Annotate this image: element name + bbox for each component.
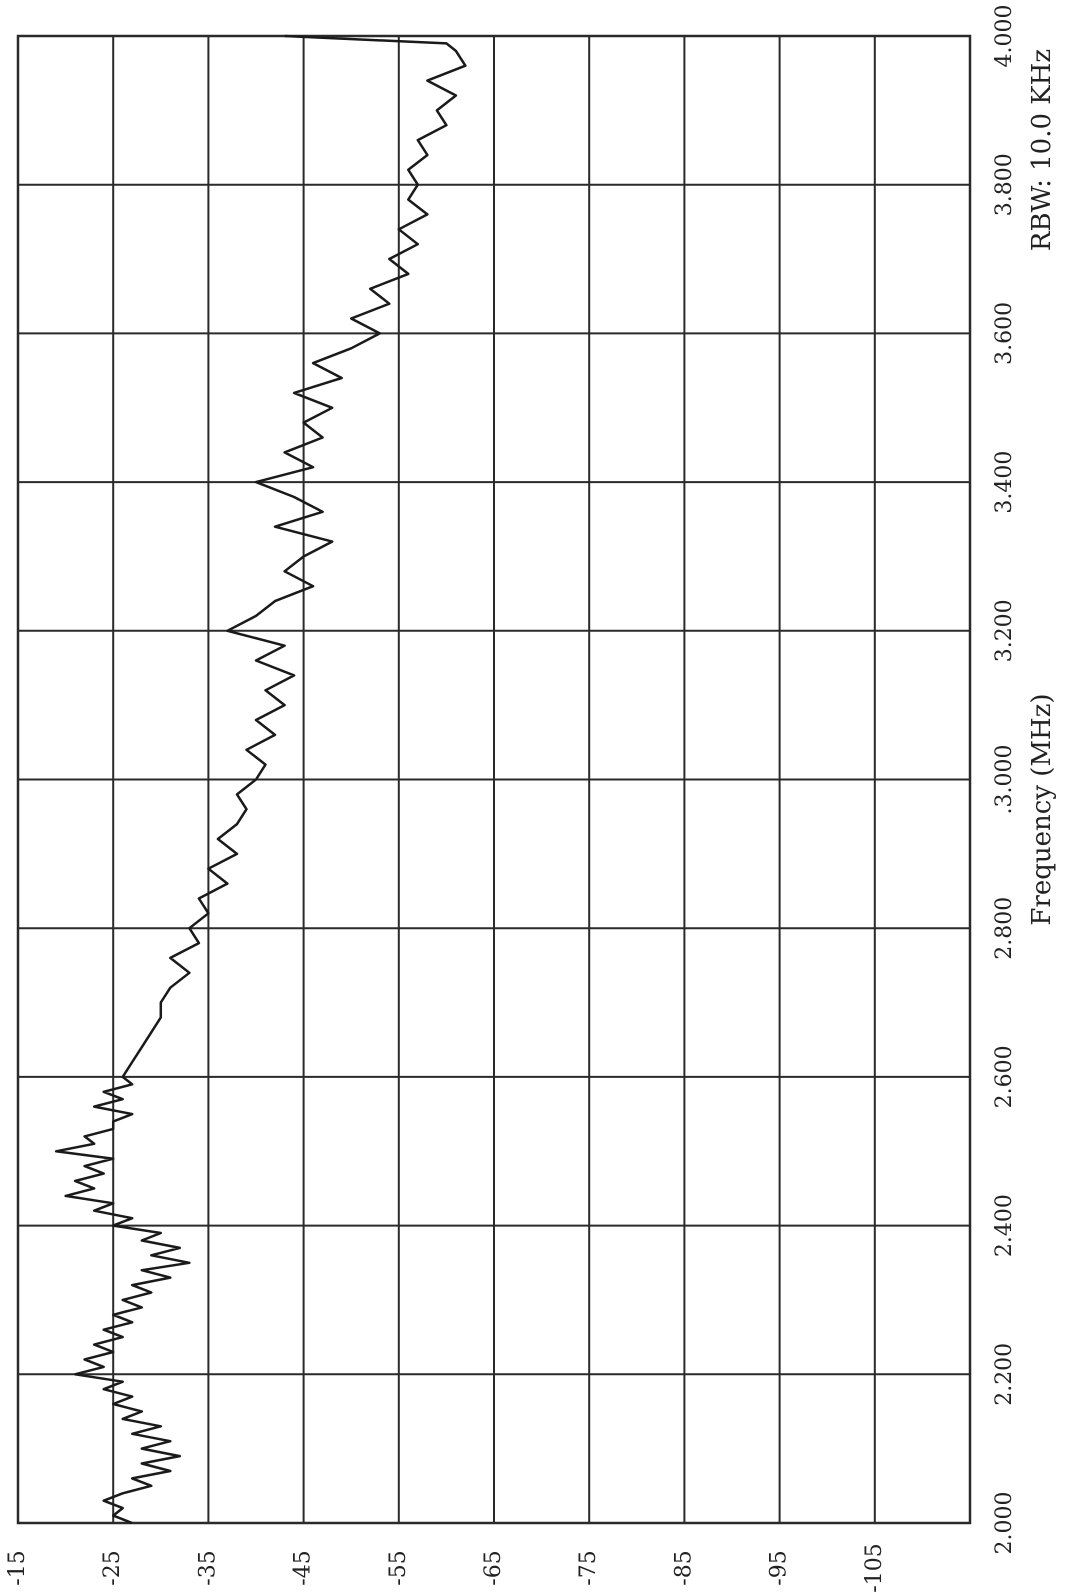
amplitude-tick-labels: -15 -25 -35 -45 -55 -65 -75 -85 -95 -105 (5, 1543, 887, 1592)
amplitude-tick-label: -25 (100, 1550, 125, 1585)
frequency-tick-label: 3.200 (992, 599, 1017, 662)
amplitude-tick-label: -75 (576, 1550, 601, 1585)
frequency-tick-label: 2.800 (992, 897, 1017, 960)
frequency-tick-label: .3.000 (992, 745, 1017, 815)
frequency-tick-label: 2.200 (992, 1343, 1017, 1406)
amplitude-tick-label: -45 (291, 1550, 316, 1585)
amplitude-tick-label: -55 (386, 1550, 411, 1585)
amplitude-tick-label: -15 (5, 1550, 30, 1585)
grid-lines (18, 36, 970, 1523)
rbw-annotation: RBW: 10.0 KHz (1027, 49, 1057, 251)
trace-layer (54, 34, 467, 1525)
spectrum-trace (54, 34, 467, 1525)
frequency-tick-label: 3.600 (992, 302, 1017, 365)
amplitude-tick-label: -85 (671, 1550, 696, 1585)
amplitude-tick-label: -105 (862, 1543, 887, 1592)
x-axis-title: Frequency (MHz) (1027, 693, 1057, 925)
amplitude-tick-label: -65 (481, 1550, 506, 1585)
amplitude-tick-label: -95 (767, 1550, 792, 1585)
frequency-tick-label: 2.600 (992, 1045, 1017, 1108)
frequency-tick-label: 2.400 (992, 1194, 1017, 1257)
frequency-tick-label: 2.000 (992, 1492, 1017, 1555)
frequency-tick-label: 3.400 (992, 451, 1017, 514)
frequency-tick-label: 4.000 (992, 5, 1017, 68)
amplitude-tick-label: -35 (195, 1550, 220, 1585)
frequency-tick-labels: 2.000 2.200 2.400 2.600 2.800 .3.000 3.200 3.40… (992, 5, 1017, 1555)
frequency-tick-label: 3.800 (992, 153, 1017, 216)
